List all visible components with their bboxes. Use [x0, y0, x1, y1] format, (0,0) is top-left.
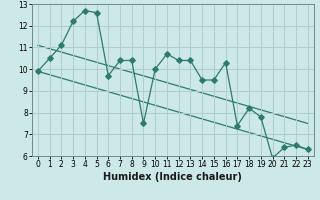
X-axis label: Humidex (Indice chaleur): Humidex (Indice chaleur) [103, 172, 242, 182]
